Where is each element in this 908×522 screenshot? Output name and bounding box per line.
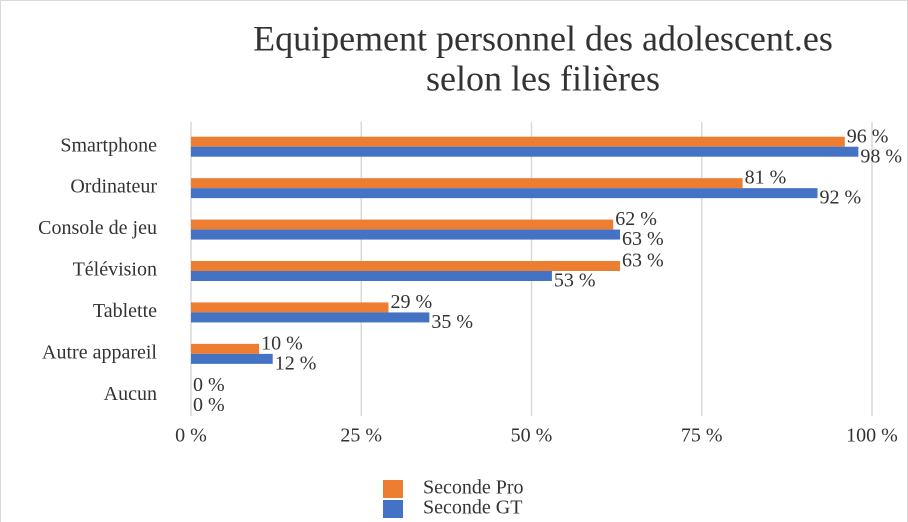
chart-title: selon les filières (426, 58, 660, 98)
bar (191, 229, 621, 240)
legend-label: Seconde GT (423, 497, 522, 519)
bar (191, 353, 273, 364)
value-label: 63 % (622, 228, 664, 250)
value-label: 0 % (193, 374, 225, 396)
bar (191, 271, 552, 281)
value-label: 81 % (745, 167, 787, 189)
y-tick-label: Ordinateur (70, 176, 157, 198)
y-tick-label: Console de jeu (38, 217, 157, 239)
x-tick-label: 25 % (340, 425, 382, 447)
y-tick-label: Autre appareil (42, 341, 157, 363)
value-label: 62 % (615, 208, 657, 230)
bar (191, 261, 621, 271)
value-label: 10 % (261, 332, 303, 354)
value-label: 63 % (622, 250, 664, 272)
y-tick-label: Smartphone (60, 134, 157, 156)
y-tick-label: Aucun (104, 383, 157, 405)
chart-title: Equipement personnel des adolescent.es (253, 18, 833, 58)
bar (191, 343, 260, 354)
bar (191, 188, 818, 199)
legend-label: Seconde Pro (423, 477, 524, 499)
x-tick-label: 75 % (681, 425, 723, 447)
value-label: 12 % (275, 352, 317, 374)
value-label: 35 % (431, 311, 473, 333)
bar (191, 136, 845, 147)
x-tick-label: 100 % (846, 425, 898, 447)
value-label: 53 % (554, 270, 596, 292)
value-label: 92 % (820, 187, 862, 209)
value-label: 0 % (193, 394, 225, 416)
y-tick-label: Tablette (93, 300, 157, 322)
x-tick-label: 50 % (511, 425, 553, 447)
legend-swatch (383, 500, 403, 518)
bar (191, 219, 614, 230)
bar (191, 312, 430, 323)
bar (191, 178, 743, 189)
x-tick-label: 0 % (175, 425, 207, 447)
value-label: 96 % (847, 125, 889, 147)
bar (191, 146, 859, 157)
bar (191, 302, 389, 313)
legend-swatch (383, 480, 403, 498)
value-label: 29 % (390, 291, 432, 313)
value-label: 98 % (860, 145, 902, 167)
y-tick-label: Télévision (73, 259, 157, 281)
